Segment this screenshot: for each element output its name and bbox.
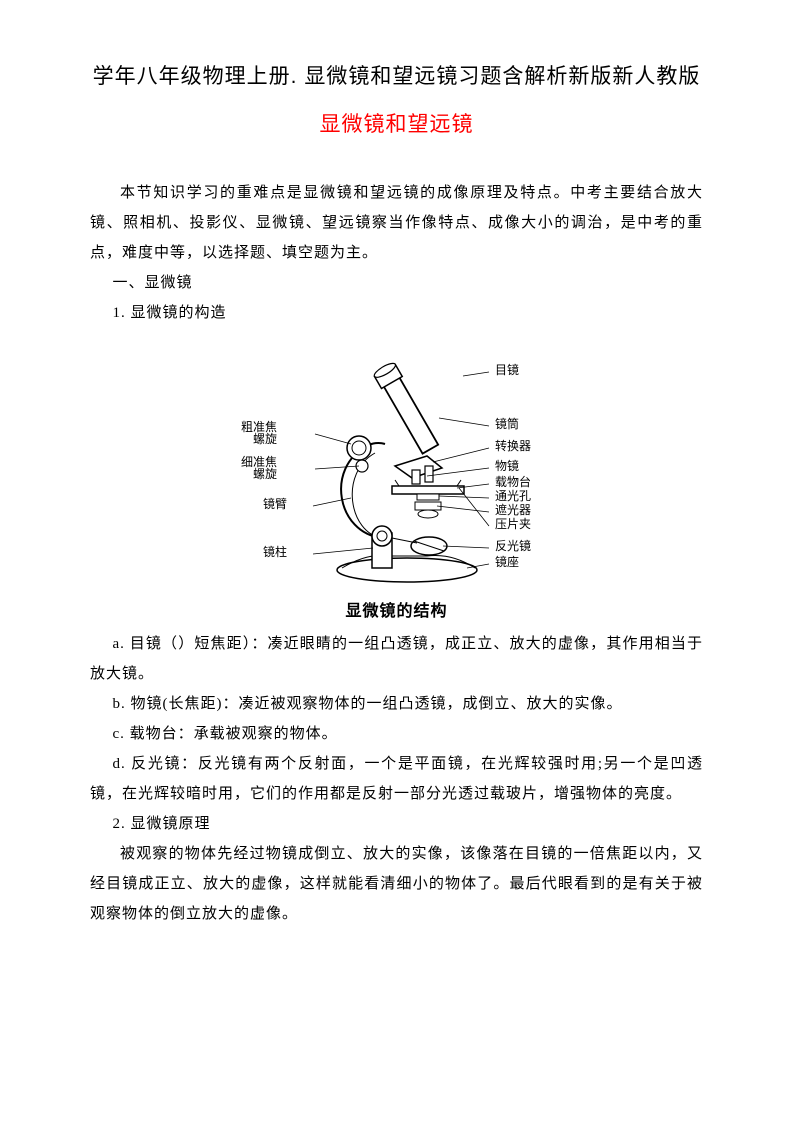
label-base: 镜座	[495, 554, 519, 569]
label-pillar: 镜柱	[262, 544, 286, 559]
section-1-sub-2: 2. 显微镜原理	[90, 809, 703, 839]
item-b: b. 物镜(长焦距)：凑近被观察物体的一组凸透镜，成倒立、放大的实像。	[90, 689, 703, 719]
label-objective: 物镜	[495, 458, 519, 473]
label-diaphragm: 遮光器	[495, 502, 531, 517]
item-d: d. 反光镜：反光镜有两个反射面，一个是平面镜，在光辉较强时用;另一个是凹透镜，…	[90, 749, 703, 809]
section-1-heading: 一、显微镜	[90, 268, 703, 298]
label-fine-focus-sub: 螺旋	[252, 467, 276, 481]
subtitle: 显微镜和望远镜	[90, 108, 703, 138]
label-mirror: 反光镜	[495, 538, 531, 553]
label-revolver: 转换器	[495, 438, 531, 453]
label-aperture: 通光孔	[495, 489, 531, 503]
item-c: c. 载物台：承载被观察的物体。	[90, 719, 703, 749]
label-stage: 载物台	[495, 474, 531, 489]
microscope-diagram: 粗准焦 螺旋 细准焦 螺旋 镜臂 镜柱 目镜 镜筒 转换器 物镜 载物台 通光孔…	[90, 338, 703, 621]
page-title: 学年八年级物理上册. 显微镜和望远镜习题含解析新版新人教版	[90, 60, 703, 90]
label-coarse-focus-sub: 螺旋	[252, 432, 276, 446]
diagram-caption: 显微镜的结构	[90, 597, 703, 621]
item-a: a. 目镜（）短焦距）：凑近眼睛的一组凸透镜，成正立、放大的虚像，其作用相当于放…	[90, 629, 703, 689]
label-eyepiece: 目镜	[495, 362, 519, 377]
principle-paragraph: 被观察的物体先经过物镜成倒立、放大的实像，该像落在目镜的一倍焦距以内，又经目镜成…	[90, 839, 703, 929]
intro-paragraph: 本节知识学习的重难点是显微镜和望远镜的成像原理及特点。中考主要结合放大镜、照相机…	[90, 178, 703, 268]
label-tube: 镜筒	[495, 416, 519, 431]
section-1-sub-1: 1. 显微镜的构造	[90, 298, 703, 328]
label-clip: 压片夹	[495, 517, 531, 531]
label-arm: 镜臂	[262, 496, 286, 511]
